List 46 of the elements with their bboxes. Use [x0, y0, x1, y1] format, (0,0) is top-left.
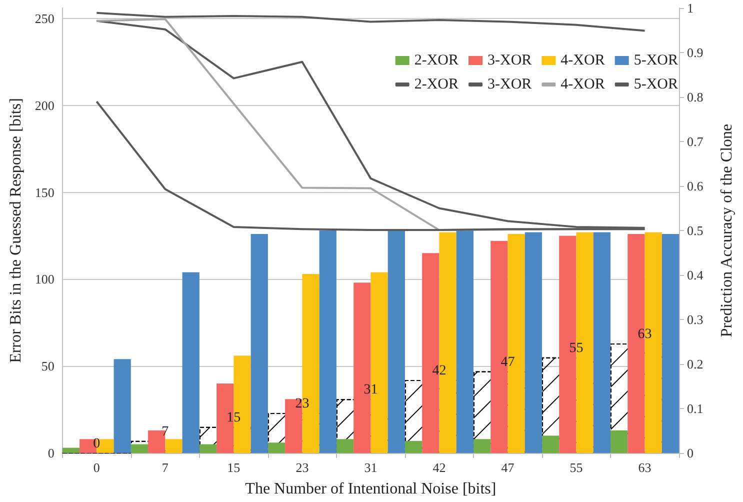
x-tick-label: 42: [432, 460, 446, 475]
x-tick-label: 7: [162, 460, 169, 475]
data-label: 0: [93, 436, 100, 452]
x-tick-label: 47: [501, 460, 515, 475]
y2-tick-label: 0.4: [687, 268, 704, 282]
legend-label: 2-XOR: [414, 76, 459, 92]
y-tick-label: 150: [34, 184, 54, 200]
y-tick-label: 50: [41, 358, 54, 374]
y2-tick-label: 0: [687, 446, 694, 460]
legend-label: 3-XOR: [488, 52, 532, 68]
y-tick-label: 100: [34, 272, 54, 287]
x-tick-label: 63: [638, 460, 652, 475]
y-tick-label: 250: [34, 10, 54, 26]
y2-tick-label: 0.1: [687, 401, 704, 416]
y2-tick-label: 0.3: [687, 312, 704, 327]
legend-label: 4-XOR: [560, 52, 605, 68]
y2-tick-label: 0.5: [687, 223, 704, 238]
data-label: 15: [226, 410, 241, 426]
data-label: 23: [295, 396, 310, 412]
y-tick-label: 0: [48, 446, 54, 460]
x-tick-label: 55: [570, 460, 583, 475]
data-label: 63: [638, 326, 652, 342]
data-label: 47: [500, 354, 515, 370]
x-tick-label: 15: [227, 460, 240, 475]
y2-axis-title: Prediction Accuracy of the Clone: [718, 124, 736, 338]
legend-label: 2-XOR: [414, 52, 459, 68]
y2-tick-label: 0.7: [687, 134, 704, 149]
data-label: 42: [432, 363, 446, 378]
x-tick-label: 23: [296, 460, 309, 475]
data-label: 55: [569, 340, 584, 356]
y2-tick-label: 0.6: [687, 178, 704, 194]
x-tick-label: 31: [364, 460, 378, 475]
x-axis-title: The Number of Intentional Noise [bits]: [245, 480, 496, 498]
y-axis-title: Error Bits in the Guessed Response [bits]: [8, 98, 24, 363]
y2-tick-label: 1: [687, 0, 694, 16]
legend-label: 4-XOR: [560, 76, 605, 92]
x-tick-label: 0: [93, 460, 100, 475]
legend-label: 5-XOR: [634, 52, 678, 68]
legend-label: 3-XOR: [488, 76, 532, 92]
legend-label: 5-XOR: [634, 76, 678, 92]
data-label: 31: [364, 382, 378, 398]
y-tick-label: 200: [34, 98, 54, 113]
y2-tick-label: 0.9: [687, 45, 704, 60]
y2-tick-label: 0.2: [687, 356, 704, 372]
data-label: 7: [162, 424, 169, 440]
y2-tick-label: 0.8: [687, 90, 704, 104]
